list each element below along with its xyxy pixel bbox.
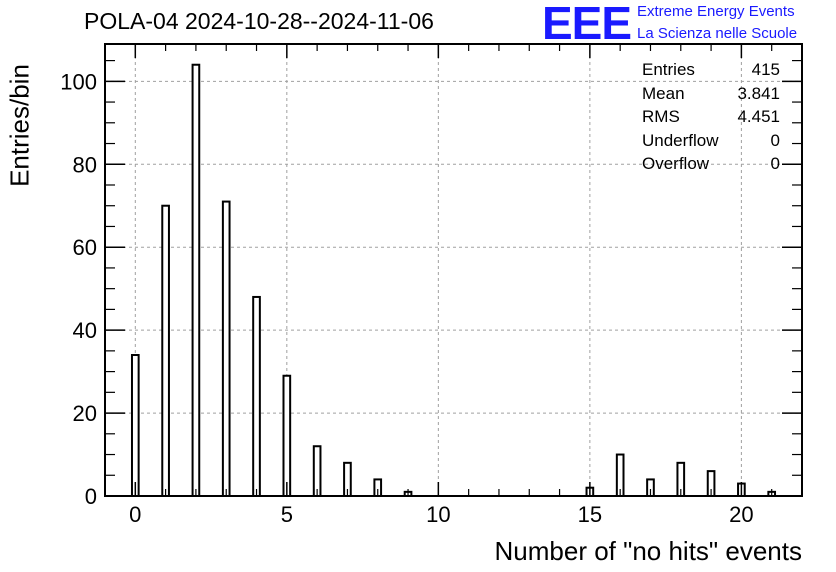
axis-ticks xyxy=(104,44,803,497)
stat-label: Mean xyxy=(642,83,685,103)
histogram-bar xyxy=(161,204,170,498)
histogram-bar xyxy=(282,374,292,498)
stat-row-entries: Entries 415 xyxy=(642,58,780,82)
x-axis-label: Number of "no hits" events xyxy=(494,536,803,566)
logo-line-1: Extreme Energy Events xyxy=(637,3,795,20)
y-tick-label: 20 xyxy=(73,401,97,426)
stat-row-rms: RMS 4.451 xyxy=(642,105,780,129)
stat-value: 415 xyxy=(751,60,780,79)
stat-value: 3.841 xyxy=(737,83,780,103)
y-tick-label: 60 xyxy=(73,235,97,260)
grid xyxy=(105,44,802,496)
stat-label: RMS xyxy=(642,107,680,126)
stat-value: 4.451 xyxy=(737,107,780,126)
y-tick-label: 0 xyxy=(85,484,97,509)
y-tick-label: 80 xyxy=(73,152,97,177)
stat-label: Entries xyxy=(642,60,695,79)
stats-box: Entries 415 Mean 3.841 RMS 4.451 Underfl… xyxy=(642,58,780,176)
x-tick-label: 10 xyxy=(426,502,450,527)
stat-row-overflow: Overflow 0 xyxy=(642,152,780,176)
stat-row-underflow: Underflow 0 xyxy=(642,129,780,153)
histogram-bar xyxy=(130,354,140,498)
histogram-bar xyxy=(221,200,231,498)
bars xyxy=(130,63,777,498)
x-tick-label: 15 xyxy=(578,502,602,527)
tick-labels: 0 5 10 15 20 0 20 40 60 80 100 xyxy=(60,69,753,527)
stat-row-mean: Mean 3.841 xyxy=(642,82,780,106)
histogram-bar xyxy=(191,63,201,497)
chart-title: POLA-04 2024-10-28--2024-11-06 xyxy=(84,8,434,34)
stat-value: 0 xyxy=(770,130,780,150)
x-tick-label: 20 xyxy=(729,502,753,527)
y-tick-label: 40 xyxy=(73,318,97,343)
x-tick-label: 0 xyxy=(129,502,141,527)
y-axis-label: Entries/bin xyxy=(4,64,35,187)
plot-frame xyxy=(104,43,803,497)
stat-value: 0 xyxy=(770,154,780,173)
stat-label: Underflow xyxy=(642,130,719,150)
histogram-bar xyxy=(252,295,261,497)
histogram-bar xyxy=(312,445,322,497)
eee-logo: EEE xyxy=(542,0,632,49)
x-tick-label: 5 xyxy=(281,502,293,527)
logo-line-2: La Scienza nelle Scuole xyxy=(637,25,798,42)
y-tick-label: 100 xyxy=(60,69,97,94)
stat-label: Overflow xyxy=(642,154,710,173)
